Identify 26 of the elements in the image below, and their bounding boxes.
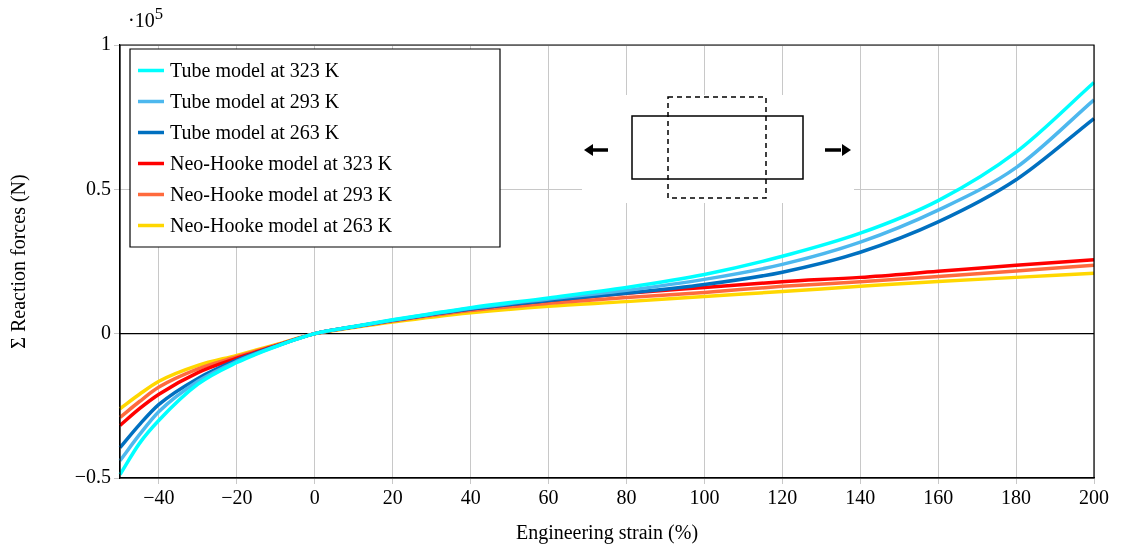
- legend-label: Tube model at 323 K: [170, 58, 340, 81]
- x-tick-label: 140: [845, 486, 876, 509]
- legend-label: Neo-Hooke model at 293 K: [170, 182, 393, 205]
- x-tick-label: 60: [538, 486, 559, 509]
- x-tick-label: 0: [309, 486, 320, 509]
- y-tick-label: 0: [101, 320, 111, 343]
- x-tick-label: 20: [382, 486, 403, 509]
- x-axis-title: Engineering strain (%): [515, 521, 699, 545]
- legend-label: Neo-Hooke model at 263 K: [170, 213, 393, 236]
- y-tick-label: −0.5: [74, 465, 111, 488]
- y-axis-title: Σ Reaction forces (N): [7, 174, 31, 349]
- x-tick-label: 40: [460, 486, 481, 509]
- x-tick-label: −40: [143, 486, 175, 509]
- x-tick-label: 80: [616, 486, 637, 509]
- legend-label: Tube model at 263 K: [170, 120, 340, 143]
- x-tick-label: 180: [1001, 486, 1032, 509]
- x-tick-label: 100: [689, 486, 720, 509]
- y-tick-label: 0.5: [86, 176, 111, 199]
- legend-label: Neo-Hooke model at 323 K: [170, 151, 393, 174]
- x-tick-label: 120: [767, 486, 798, 509]
- x-tick-label: −20: [221, 486, 253, 509]
- y-tick-label: 1: [101, 32, 111, 55]
- text: ·10$^{5}$: [128, 4, 163, 32]
- legend-label: Tube model at 293 K: [170, 89, 340, 112]
- x-tick-label: 160: [923, 486, 954, 509]
- x-tick-label: 200: [1079, 486, 1109, 509]
